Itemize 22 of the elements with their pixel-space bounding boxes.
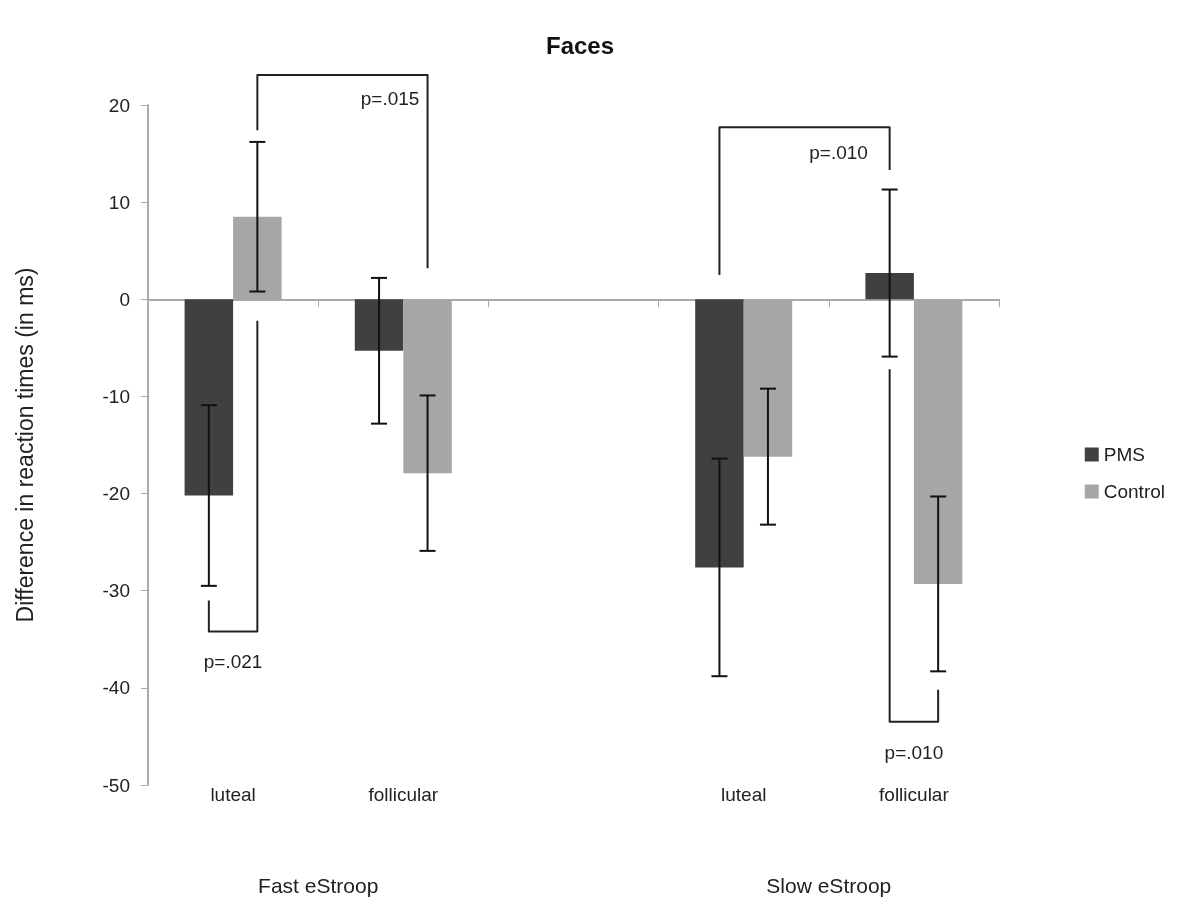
chart-title: Faces [545, 31, 615, 59]
x-tick-label: luteal [720, 784, 767, 805]
legend-label: PMS [1103, 444, 1145, 465]
annotation: p=.015 [360, 88, 420, 109]
y-tick-label: -10 [102, 385, 130, 407]
x-tick-label: follicular [879, 784, 950, 805]
legend-label: Control [1103, 481, 1165, 502]
x-tick-label: follicular [368, 784, 439, 805]
y-tick-label: -20 [102, 483, 130, 505]
y-tick-label: -40 [102, 677, 130, 699]
text: Fast eStroop [258, 874, 379, 897]
annotation: p=.010 [809, 142, 868, 164]
y-tick-label: -50 [102, 774, 130, 796]
x-tick-label: luteal [210, 784, 256, 805]
y-tick-label: -30 [102, 580, 130, 602]
text: Slow eStroop [766, 874, 892, 897]
y-tick-label: 20 [108, 94, 130, 116]
y-axis-title: Difference in reaction times (in ms) [11, 267, 38, 623]
y-tick-label: 10 [108, 191, 130, 213]
annotation: p=.010 [884, 741, 944, 763]
annotation: p=.021 [203, 651, 263, 673]
y-tick-label: 0 [119, 288, 130, 310]
